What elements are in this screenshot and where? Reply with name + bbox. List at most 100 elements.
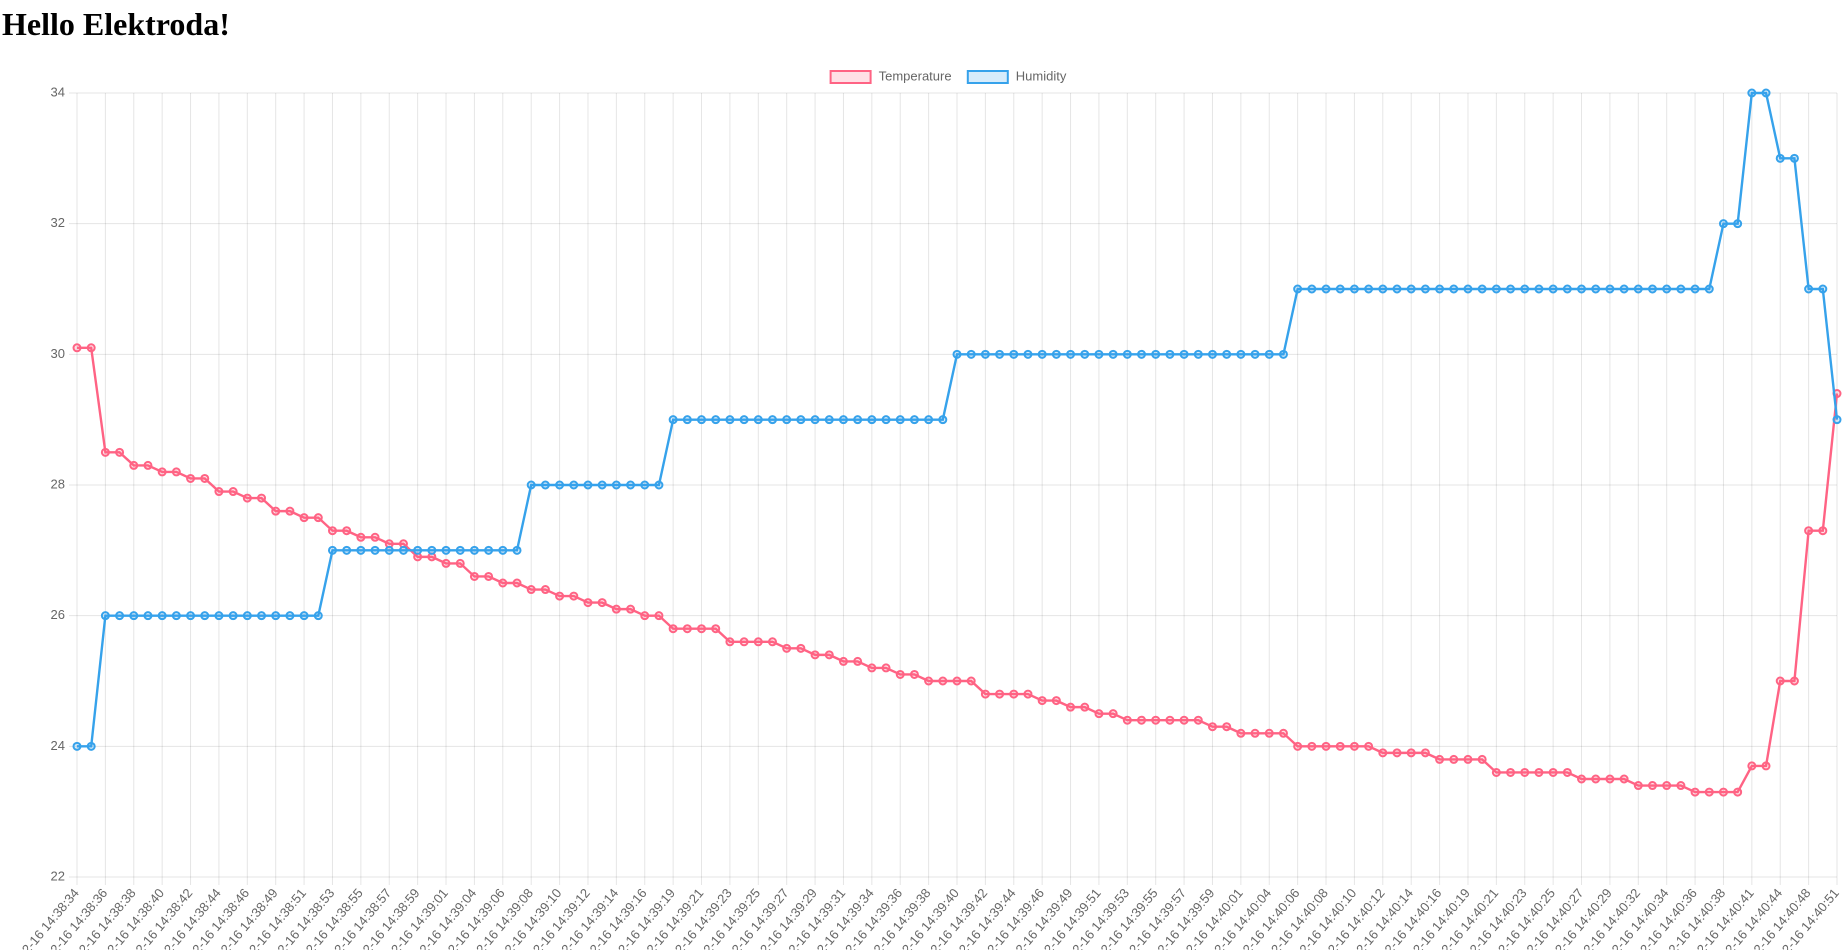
data-point bbox=[540, 585, 550, 595]
data-point bbox=[1775, 153, 1785, 163]
data-point bbox=[171, 611, 181, 621]
data-point bbox=[1789, 153, 1799, 163]
data-point bbox=[1009, 349, 1019, 359]
data-point bbox=[242, 493, 252, 503]
data-point bbox=[555, 480, 565, 490]
data-point bbox=[1193, 349, 1203, 359]
data-point bbox=[966, 676, 976, 686]
data-point bbox=[1520, 284, 1530, 294]
data-point bbox=[1647, 284, 1657, 294]
data-point bbox=[1562, 284, 1572, 294]
data-point bbox=[1747, 88, 1757, 98]
data-point bbox=[881, 415, 891, 425]
data-point bbox=[838, 415, 848, 425]
legend-label: Temperature bbox=[879, 68, 952, 83]
data-point bbox=[1037, 696, 1047, 706]
data-point bbox=[796, 415, 806, 425]
data-point bbox=[540, 480, 550, 490]
data-point bbox=[1463, 754, 1473, 764]
data-point bbox=[1179, 715, 1189, 725]
data-point bbox=[1222, 349, 1232, 359]
data-point bbox=[512, 578, 522, 588]
data-point bbox=[881, 663, 891, 673]
data-point bbox=[1449, 754, 1459, 764]
data-point bbox=[782, 643, 792, 653]
data-point bbox=[498, 578, 508, 588]
data-point bbox=[1619, 774, 1629, 784]
data-point bbox=[327, 545, 337, 555]
data-point bbox=[1804, 284, 1814, 294]
data-point bbox=[398, 545, 408, 555]
data-point bbox=[1761, 88, 1771, 98]
data-point bbox=[654, 480, 664, 490]
data-point bbox=[697, 415, 707, 425]
data-point bbox=[555, 591, 565, 601]
data-point bbox=[995, 349, 1005, 359]
data-point bbox=[1463, 284, 1473, 294]
data-point bbox=[1690, 284, 1700, 294]
y-tick-label: 32 bbox=[51, 215, 65, 230]
data-point bbox=[469, 571, 479, 581]
data-point bbox=[682, 624, 692, 634]
data-point bbox=[1789, 676, 1799, 686]
data-point bbox=[1704, 787, 1714, 797]
data-point bbox=[1406, 284, 1416, 294]
data-point bbox=[100, 447, 110, 457]
data-point bbox=[1207, 349, 1217, 359]
data-point bbox=[356, 532, 366, 542]
data-point bbox=[1832, 415, 1842, 425]
page-title: Hello Elektroda! bbox=[2, 6, 230, 42]
data-point bbox=[583, 480, 593, 490]
data-point bbox=[342, 526, 352, 536]
data-point bbox=[1278, 349, 1288, 359]
data-point bbox=[583, 598, 593, 608]
data-point bbox=[739, 415, 749, 425]
data-point bbox=[1591, 774, 1601, 784]
data-point bbox=[782, 415, 792, 425]
data-point bbox=[1307, 741, 1317, 751]
data-point bbox=[626, 480, 636, 490]
data-point bbox=[299, 611, 309, 621]
data-point bbox=[1094, 709, 1104, 719]
data-point bbox=[1080, 702, 1090, 712]
data-point bbox=[1023, 349, 1033, 359]
data-point bbox=[1718, 219, 1728, 229]
data-point bbox=[1676, 781, 1686, 791]
data-point bbox=[1321, 741, 1331, 751]
data-point bbox=[569, 591, 579, 601]
data-point bbox=[257, 493, 267, 503]
data-point bbox=[1775, 676, 1785, 686]
data-point bbox=[214, 611, 224, 621]
data-point bbox=[1633, 781, 1643, 791]
data-point bbox=[1534, 284, 1544, 294]
data-point bbox=[1506, 284, 1516, 294]
data-point bbox=[157, 467, 167, 477]
data-point bbox=[1420, 284, 1430, 294]
data-point bbox=[1718, 787, 1728, 797]
data-point bbox=[682, 415, 692, 425]
data-point bbox=[370, 532, 380, 542]
data-point bbox=[952, 349, 962, 359]
y-tick-label: 34 bbox=[51, 84, 65, 99]
data-point bbox=[370, 545, 380, 555]
data-point bbox=[72, 741, 82, 751]
data-point bbox=[1562, 767, 1572, 777]
data-point bbox=[810, 415, 820, 425]
data-point bbox=[186, 473, 196, 483]
data-point bbox=[1818, 526, 1828, 536]
data-point bbox=[711, 624, 721, 634]
data-point bbox=[697, 624, 707, 634]
data-point bbox=[1449, 284, 1459, 294]
data-point bbox=[753, 415, 763, 425]
data-point bbox=[115, 611, 125, 621]
data-point bbox=[980, 689, 990, 699]
data-point bbox=[228, 611, 238, 621]
data-point bbox=[299, 513, 309, 523]
data-point bbox=[271, 611, 281, 621]
data-point bbox=[938, 676, 948, 686]
data-point bbox=[1591, 284, 1601, 294]
data-point bbox=[597, 598, 607, 608]
data-point bbox=[1662, 284, 1672, 294]
data-point bbox=[1122, 715, 1132, 725]
